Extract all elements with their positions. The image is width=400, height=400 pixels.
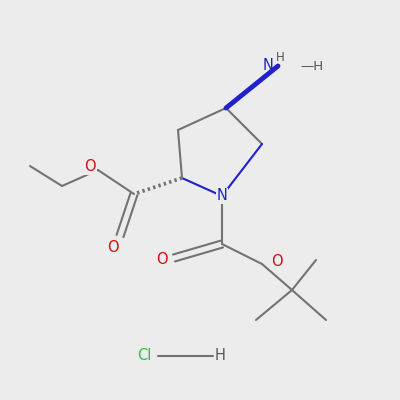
Text: H: H bbox=[276, 51, 284, 64]
Text: O: O bbox=[156, 252, 168, 268]
Text: N: N bbox=[216, 188, 228, 204]
Text: O: O bbox=[271, 254, 282, 270]
Text: H: H bbox=[214, 348, 226, 364]
Text: O: O bbox=[84, 159, 96, 174]
Text: —H: —H bbox=[300, 60, 323, 72]
Text: Cl: Cl bbox=[137, 348, 151, 364]
Text: O: O bbox=[107, 240, 119, 255]
Text: N: N bbox=[262, 58, 273, 74]
